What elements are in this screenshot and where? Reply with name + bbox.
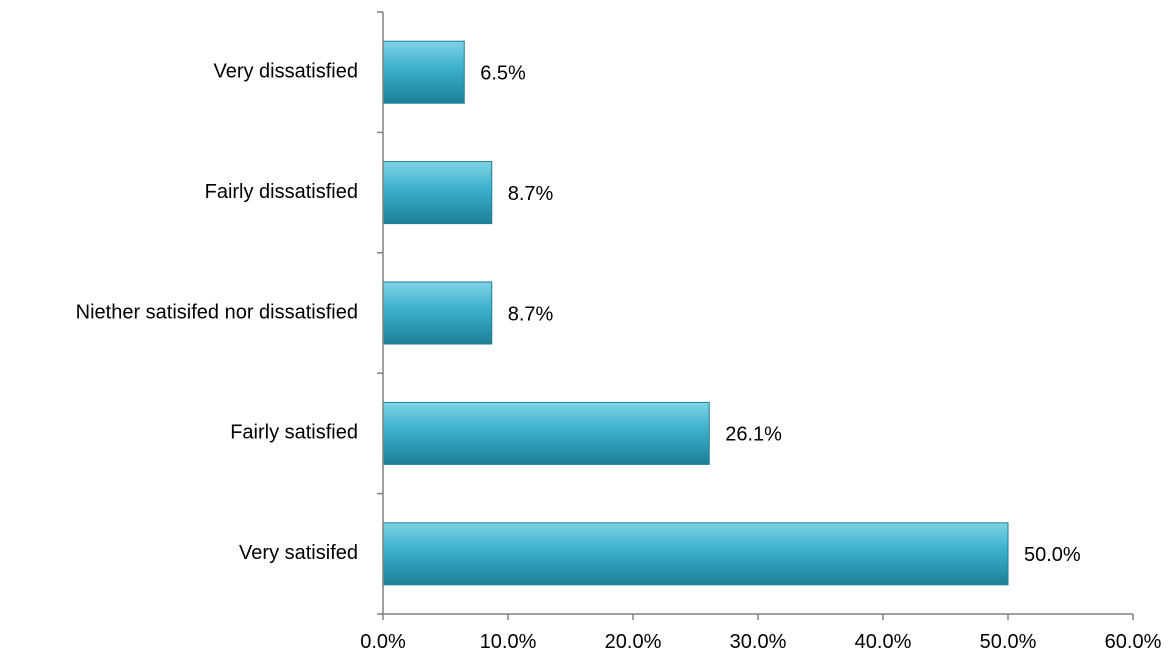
x-tick-label: 0.0%: [360, 631, 406, 653]
bars-layer: [382, 40, 1009, 586]
data-label: 26.1%: [725, 424, 782, 446]
data-label: 8.7%: [508, 183, 554, 205]
category-label: Fairly dissatisfied: [205, 181, 358, 203]
category-label: Very dissatisfied: [213, 60, 358, 82]
bar-3: [382, 281, 493, 345]
x-tick-label: 30.0%: [730, 631, 787, 653]
axes: [377, 11, 1134, 620]
labels-layer: Very dissatisfied 6.5% Fairly dissatisfied…: [76, 60, 1162, 653]
x-tick-label: 60.0%: [1105, 631, 1162, 653]
category-label: Very satisifed: [239, 542, 358, 564]
bar-2: [382, 161, 493, 225]
x-tick-label: 50.0%: [980, 631, 1037, 653]
bar-4: [382, 401, 710, 465]
bar-5: [382, 522, 1009, 586]
x-tick-label: 40.0%: [855, 631, 912, 653]
x-tick-label: 20.0%: [605, 631, 662, 653]
data-label: 6.5%: [480, 62, 526, 84]
data-label: 50.0%: [1024, 544, 1081, 566]
bar-1: [382, 40, 465, 104]
data-label: 8.7%: [508, 303, 554, 325]
category-label: Fairly satisfied: [230, 422, 358, 444]
category-label: Niether satisifed nor dissatisfied: [76, 301, 358, 323]
x-tick-label: 10.0%: [480, 631, 537, 653]
